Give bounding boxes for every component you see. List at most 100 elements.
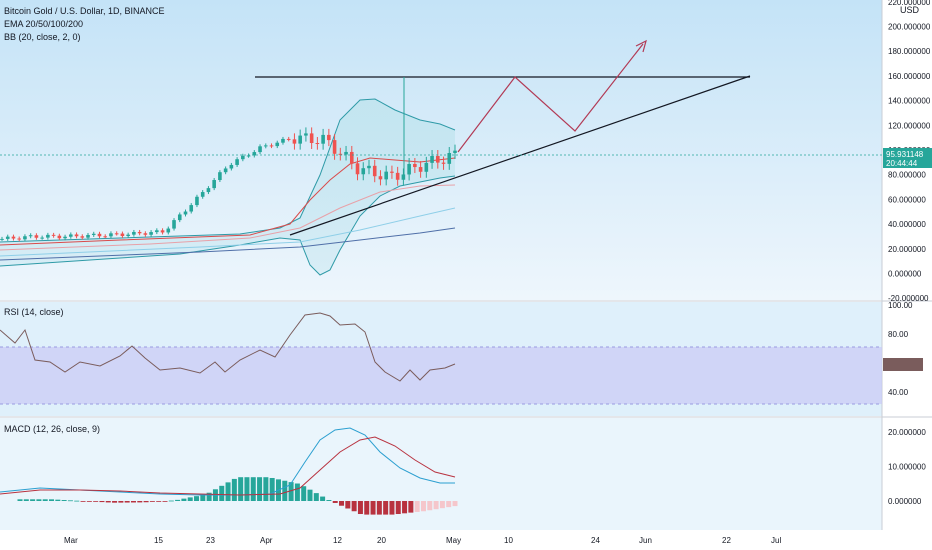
price-tick-label: 180.000000: [888, 47, 931, 56]
current-price-tag: [883, 148, 932, 168]
macd-histogram-bar: [446, 501, 452, 508]
macd-histogram-bar: [427, 501, 433, 511]
ema50-line: [0, 184, 456, 251]
ema20-line: [0, 157, 456, 246]
macd-histogram-bar: [370, 501, 376, 515]
candle-body: [155, 230, 159, 233]
time-tick-label: May: [446, 536, 461, 545]
macd-histogram-bar: [30, 499, 36, 501]
macd-histogram-bar: [269, 477, 275, 501]
candle-body: [51, 234, 56, 236]
price-axis-unit: USD: [900, 5, 920, 15]
time-tick-label: 22: [722, 536, 731, 545]
bb-legend[interactable]: BB (20, close, 2, 0): [4, 32, 81, 42]
candle-body: [86, 234, 90, 238]
candle-body: [218, 172, 222, 181]
projection-path[interactable]: [457, 43, 644, 153]
ema200-line: [0, 227, 456, 261]
candle-body: [137, 231, 142, 234]
candle-body: [384, 171, 388, 180]
candle-body: [344, 151, 348, 155]
rsi-line: [0, 312, 456, 382]
macd-histogram-bar: [74, 500, 80, 502]
candle-body: [349, 151, 354, 164]
candle-body: [401, 174, 406, 180]
price-tick-label: 200.000000: [888, 23, 931, 32]
time-tick-label: 10: [504, 536, 513, 545]
candle-body: [120, 233, 125, 237]
ema-legend[interactable]: EMA 20/50/100/200: [4, 19, 83, 29]
candle-body: [315, 143, 320, 145]
candle-body: [195, 196, 199, 206]
time-tick-label: Jun: [639, 536, 652, 545]
macd-histogram-bar: [351, 501, 357, 512]
candle-body: [263, 145, 268, 147]
candle-body: [395, 172, 400, 180]
macd-histogram-bar: [383, 501, 389, 515]
candle-body: [177, 214, 182, 221]
time-tick-label: 24: [591, 536, 600, 545]
candle-body: [206, 188, 211, 193]
macd-histogram-bar: [42, 499, 48, 501]
rsi-tick-label: 80.00: [888, 330, 909, 339]
projection-arrowhead: [635, 39, 647, 53]
price-axis-area[interactable]: [882, 0, 932, 530]
candle-body: [63, 236, 67, 239]
candle-body: [223, 168, 228, 173]
candle-body: [69, 234, 73, 237]
macd-histogram-bar: [200, 494, 206, 501]
candle-body: [74, 234, 79, 237]
candle-body: [292, 139, 297, 144]
macd-histogram-bar: [433, 501, 439, 510]
candle-body: [57, 235, 62, 239]
candle-body: [418, 167, 423, 172]
macd-histogram-bar: [219, 485, 225, 501]
candle-body: [367, 165, 371, 169]
macd-histogram-bar: [156, 501, 162, 502]
macd-tick-label: 0.000000: [888, 497, 922, 506]
macd-histogram-bar: [124, 501, 130, 503]
macd-histogram-bar: [168, 500, 174, 502]
macd-histogram-bar: [414, 501, 420, 512]
macd-histogram-bar: [257, 477, 263, 501]
candle-body: [11, 236, 16, 239]
time-tick-label: Jul: [771, 536, 781, 545]
macd-histogram-bar: [175, 499, 181, 501]
time-tick-label: Apr: [260, 536, 273, 545]
candle-body: [229, 164, 234, 169]
candle-body: [246, 155, 251, 157]
macd-histogram-bar: [86, 501, 92, 502]
candle-body: [28, 235, 33, 237]
candle-body: [200, 192, 205, 197]
macd-tick-label: 20.000000: [888, 428, 926, 437]
time-tick-label: 12: [333, 536, 342, 545]
candle-body: [109, 233, 113, 237]
candle-body: [149, 232, 153, 235]
macd-histogram-bar: [313, 493, 319, 501]
macd-histogram-bar: [339, 501, 345, 506]
symbol-title: Bitcoin Gold / U.S. Dollar, 1D, BINANCE: [4, 6, 165, 16]
macd-histogram-bar: [105, 501, 111, 503]
rising-trendline[interactable]: [289, 75, 751, 236]
candle-body: [143, 233, 148, 235]
macd-title[interactable]: MACD (12, 26, close, 9): [4, 424, 100, 434]
bollinger-upper: [0, 98, 456, 243]
candle-body: [252, 152, 257, 156]
price-tick-label: 20.000000: [888, 245, 926, 254]
macd-histogram-bar: [420, 501, 426, 512]
macd-tick-label: 10.000000: [888, 463, 926, 472]
candle-body: [132, 231, 136, 235]
candle-body: [189, 205, 194, 212]
time-axis-area[interactable]: [0, 530, 932, 550]
candle-body: [441, 162, 446, 164]
candle-body: [332, 140, 337, 154]
candle-body: [46, 234, 50, 238]
candle-body: [17, 238, 22, 240]
candle-body: [160, 230, 165, 233]
macd-histogram-bar: [307, 489, 313, 501]
rsi-title[interactable]: RSI (14, close): [4, 307, 64, 317]
macd-histogram-bar: [320, 496, 326, 501]
candle-body: [327, 134, 331, 141]
